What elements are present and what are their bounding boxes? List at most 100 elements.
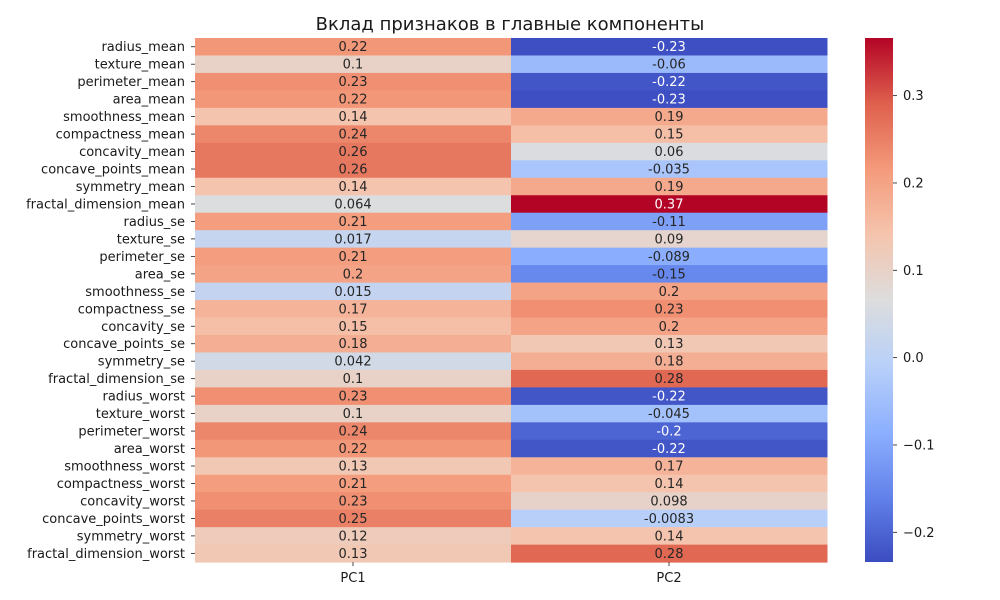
row-tick-label: texture_worst <box>96 407 185 422</box>
row-tick-label: radius_worst <box>103 390 186 405</box>
heatmap-cell <box>195 125 512 144</box>
cell-value-label: -0.22 <box>652 442 686 457</box>
heatmap-cell <box>511 300 828 319</box>
heatmap-cell <box>511 55 828 74</box>
heatmap-cell <box>511 107 828 126</box>
heatmap-cell <box>195 457 512 476</box>
heatmap-cell <box>195 509 512 528</box>
heatmap-cell <box>511 160 828 179</box>
chart-title: Вклад признаков в главные компоненты <box>316 14 705 35</box>
cell-value-label: 0.14 <box>339 110 368 125</box>
cell-value-label: 0.09 <box>655 232 684 247</box>
heatmap-cell <box>195 142 512 161</box>
cell-value-label: 0.015 <box>334 285 371 300</box>
cell-value-label: 0.1 <box>343 407 364 422</box>
row-tick-label: perimeter_mean <box>77 75 185 90</box>
cell-value-label: 0.37 <box>655 197 684 212</box>
row-tick-label: area_mean <box>113 93 185 108</box>
heatmap-cell <box>195 160 512 179</box>
colorbar-tick-label: 0.0 <box>903 351 924 366</box>
row-tick-label: smoothness_worst <box>64 460 185 475</box>
row-tick-label: area_se <box>135 267 185 282</box>
row-tick-label: area_worst <box>114 442 185 457</box>
cell-value-label: 0.22 <box>339 40 368 55</box>
column-tick-label: PC2 <box>656 571 681 586</box>
row-tick-label: texture_mean <box>95 58 185 73</box>
cell-value-label: 0.28 <box>655 547 684 562</box>
row-tick-label: fractal_dimension_mean <box>26 197 185 212</box>
row-tick-label: concave_points_mean <box>41 163 185 178</box>
cell-value-label: 0.18 <box>339 337 368 352</box>
heatmap-cell <box>195 300 512 319</box>
column-tick-label: PC1 <box>340 571 365 586</box>
heatmap-cell <box>195 72 512 91</box>
cell-value-label: 0.13 <box>339 460 368 475</box>
heatmap-cell <box>511 195 828 214</box>
heatmap-cell <box>195 107 512 126</box>
cell-value-label: 0.23 <box>655 302 684 317</box>
cell-value-label: 0.21 <box>339 250 368 265</box>
heatmap-cell <box>195 492 512 511</box>
colorbar-tick-label: −0.2 <box>903 526 935 541</box>
colorbar-tick-label: 0.1 <box>903 264 924 279</box>
heatmap-cell <box>511 282 828 301</box>
row-tick-label: radius_mean <box>101 40 185 55</box>
cell-value-label: 0.12 <box>339 529 368 544</box>
cell-value-label: 0.14 <box>655 529 684 544</box>
cell-value-label: 0.2 <box>659 320 680 335</box>
row-tick-label: compactness_se <box>78 302 185 317</box>
row-tick-label: symmetry_worst <box>77 529 185 544</box>
cell-value-label: 0.042 <box>334 355 371 370</box>
cell-value-label: 0.23 <box>339 75 368 90</box>
heatmap-cell <box>195 317 512 336</box>
heatmap-cell <box>511 177 828 196</box>
cell-value-label: 0.26 <box>339 163 368 178</box>
cell-value-label: -0.22 <box>652 390 686 405</box>
cell-value-label: -0.0083 <box>644 512 694 527</box>
heatmap-cell <box>195 265 512 284</box>
cell-value-label: 0.15 <box>655 128 684 143</box>
row-tick-labels: radius_mean texture_mean perimeter_meanare… <box>26 40 195 562</box>
cell-value-label: 0.06 <box>655 145 684 160</box>
heatmap-cell <box>195 527 512 546</box>
heatmap-cell <box>511 334 828 353</box>
cell-value-label: 0.22 <box>339 442 368 457</box>
heatmap-cell <box>511 125 828 144</box>
cell-value-label: 0.098 <box>650 494 687 509</box>
cell-value-label: 0.13 <box>339 547 368 562</box>
cell-value-label: 0.18 <box>655 355 684 370</box>
heatmap-cell <box>511 404 828 423</box>
cell-value-label: 0.22 <box>339 93 368 108</box>
row-tick-label: texture_se <box>117 232 185 247</box>
cell-value-label: 0.017 <box>334 232 371 247</box>
cell-value-label: 0.14 <box>655 477 684 492</box>
cell-value-label: -0.089 <box>648 250 690 265</box>
cell-value-label: 0.24 <box>339 128 368 143</box>
heatmap-cell <box>195 212 512 231</box>
row-tick-label: concavity_worst <box>80 494 185 509</box>
heatmap-cell <box>195 230 512 249</box>
heatmap-cell <box>511 474 828 493</box>
heatmap-cell <box>195 352 512 371</box>
heatmap-cell <box>195 195 512 214</box>
heatmap-cell <box>195 439 512 458</box>
colorbar: 0.3 0.2 0.1 0.0 −0.1 −0.2 <box>865 38 935 562</box>
heatmap-cell <box>195 177 512 196</box>
heatmap-cell <box>195 334 512 353</box>
cell-value-label: 0.1 <box>343 58 364 73</box>
cell-value-label: 0.24 <box>339 425 368 440</box>
heatmap-cell <box>511 72 828 91</box>
cell-value-label: 0.21 <box>339 477 368 492</box>
heatmap-cell <box>195 38 512 56</box>
row-tick-label: concavity_mean <box>79 145 185 160</box>
heatmap-cell <box>511 439 828 458</box>
cell-value-label: 0.23 <box>339 494 368 509</box>
heatmap-cell <box>511 265 828 284</box>
row-tick-label: concave_points_se <box>63 337 185 352</box>
colorbar-tick-label: 0.3 <box>903 89 924 104</box>
row-tick-label: concavity_se <box>101 320 185 335</box>
cell-value-label: 0.2 <box>659 285 680 300</box>
heatmap-cell <box>511 492 828 511</box>
cell-value-label: 0.26 <box>339 145 368 160</box>
